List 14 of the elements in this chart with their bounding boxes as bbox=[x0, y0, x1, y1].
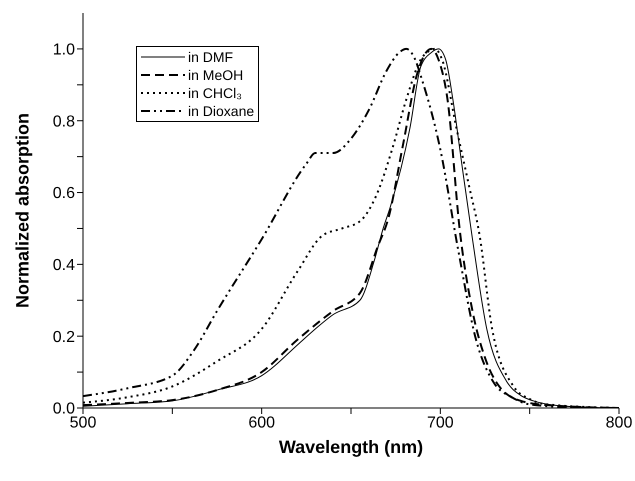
legend-label: in Dioxane bbox=[188, 103, 254, 119]
y-tick-label: 0.6 bbox=[52, 185, 76, 202]
x-tick-label: 700 bbox=[426, 414, 454, 432]
x-tick-label: 600 bbox=[248, 414, 276, 432]
legend-label: in DMF bbox=[188, 49, 234, 65]
legend-label: in CHCl₃ bbox=[188, 85, 242, 101]
y-tick-label: 0.2 bbox=[52, 328, 76, 346]
y-tick-label: 0.8 bbox=[52, 113, 76, 130]
y-tick-label: 0.4 bbox=[52, 257, 76, 274]
legend-label: in MeOH bbox=[188, 67, 244, 83]
y-axis-title: Normalized absorption bbox=[12, 112, 32, 308]
y-tick-label: 1.0 bbox=[52, 42, 76, 59]
x-axis-title: Wavelength (nm) bbox=[278, 437, 424, 457]
x-tick-label: 800 bbox=[606, 414, 632, 432]
